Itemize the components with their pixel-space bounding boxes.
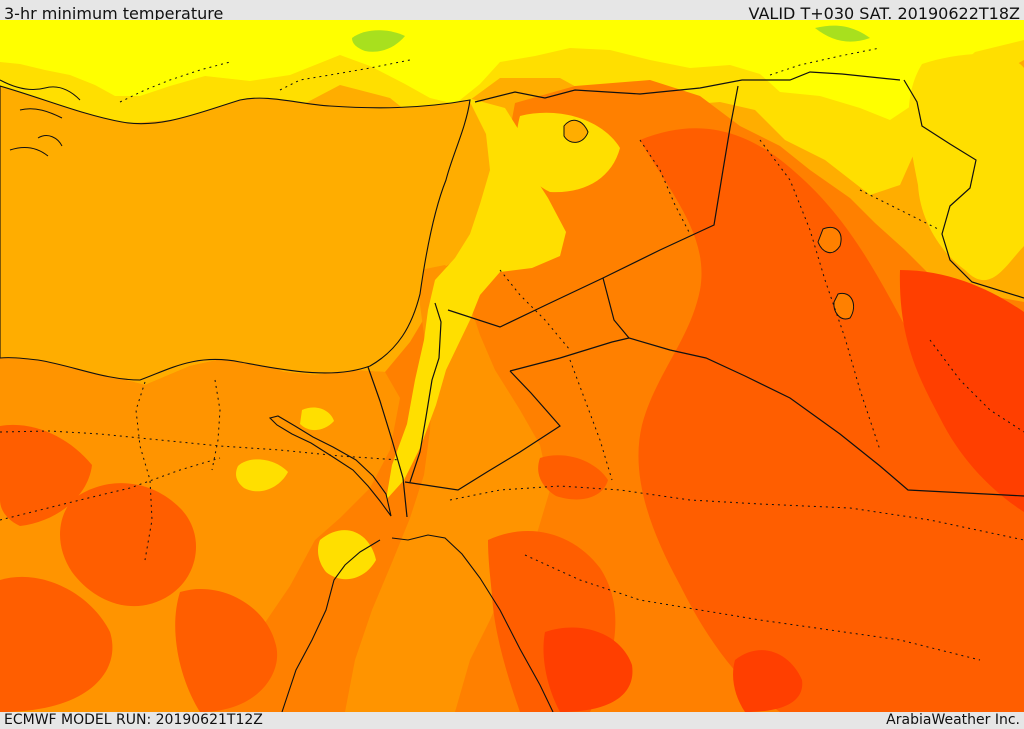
temperature-map [0,20,1024,712]
iran-iraq-border [903,79,1024,299]
northern-pale-band [0,20,1024,120]
syria-yellow-pocket [516,112,620,193]
red-sea-east-coast [391,534,554,712]
desert-hot-spot [538,455,608,500]
dotted-line-7 [639,139,691,235]
map-footer: ECMWF MODEL RUN: 20190621T12Z ArabiaWeat… [0,712,1024,729]
south-arabia-red-spot [543,627,633,712]
mediterranean-sea [0,85,471,381]
jordan-iraq-border [509,337,630,372]
jordan-saudi-border [404,370,561,491]
aegean-coast-4 [37,135,63,147]
dotted-admin-lines [0,47,1024,661]
iraq-red-region [899,270,1024,512]
gulf-of-suez-coast [268,415,392,517]
syria-border [447,85,739,328]
dotted-line-8 [759,139,881,451]
model-run: ECMWF MODEL RUN: 20190621T12Z [4,712,263,728]
iran-yellow-pocket [908,54,1024,281]
egypt-yellow-spot [300,407,334,431]
central-egypt-hot-patch [60,483,197,607]
sinai-yellow-spot [236,459,288,492]
dotted-line-3 [135,381,153,561]
dotted-line-5 [449,485,1024,541]
dotted-line-2 [0,457,221,521]
red-sea-yellow-spot [318,530,376,580]
provider-name: ArabiaWeather Inc. [886,712,1020,728]
red-sea-west-coast [281,539,381,712]
iraq-lake-south [833,292,854,320]
southern-red-spot [733,650,803,712]
aegean-coast-3 [9,147,49,157]
map-header: 3-hr minimum temperature VALID T+030 SAT… [0,0,1024,21]
dotted-line-10 [499,269,571,351]
green-patch [352,30,405,52]
dotted-line-1 [0,430,401,461]
aegean-coast-2 [19,108,63,119]
western-hot-patch [0,424,92,526]
lake-marker [563,119,589,143]
valid-time: VALID T+030 SAT. 20190622T18Z [748,4,1020,21]
dotted-line-13 [119,61,231,103]
coastal-yellow-strip [386,98,566,500]
aegean-coast-1 [0,79,81,101]
northwest-coast-details [0,79,81,157]
map-title: 3-hr minimum temperature [4,4,224,21]
temperature-map-svg [0,20,1024,712]
southwest-hot-patch [0,576,113,712]
dotted-line-12 [929,339,1024,433]
iraq-saudi-border [602,277,1024,497]
northern-border [474,71,901,103]
jordan-valley-border [409,302,442,483]
eastern-hot-region [638,128,1024,712]
green-patch-east [815,25,870,42]
iraq-lake-north [817,227,842,254]
egypt-israel-border [367,366,408,518]
south-egypt-hot-patch [175,588,278,712]
